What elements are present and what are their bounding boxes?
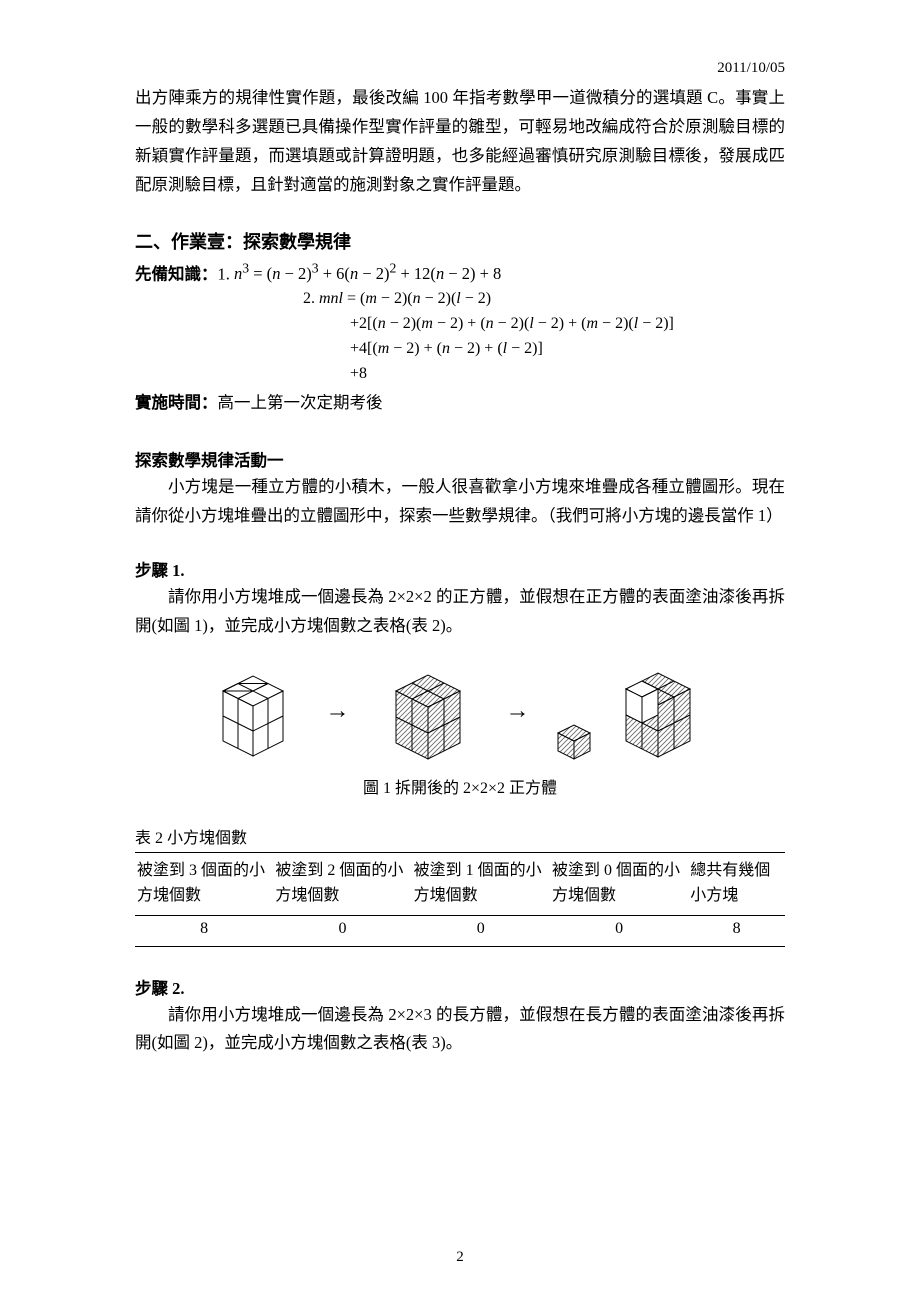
arrow-icon: → (506, 698, 530, 725)
table-row: 8 0 0 0 8 (135, 915, 785, 946)
section-2-heading: 二、作業壹：探索數學規律 (135, 228, 785, 254)
cube-shaded-icon (368, 659, 488, 764)
step1-heading: 步驟 1. (135, 557, 785, 581)
table-col-3faces: 被塗到 3 個面的小方塊個數 (135, 852, 273, 915)
intro-paragraph: 出方陣乘方的規律性實作題，最後改編 100 年指考數學甲一道微積分的選填題 C。… (135, 84, 785, 200)
table-cell: 0 (273, 915, 411, 946)
formula2-line2: +2[(n − 2)(m − 2) + (n − 2)(l − 2) + (m … (350, 312, 785, 337)
implementation-label: 實施時間： (135, 393, 218, 412)
figure-1-row: → → (135, 659, 785, 764)
prereq-label: 先備知識： (135, 264, 218, 283)
table-col-total: 總共有幾個小方塊 (688, 852, 785, 915)
formula1: n3 = (n − 2)3 + 6(n − 2)2 + 12(n − 2) + … (234, 264, 501, 283)
activity1-paragraph: 小方塊是一種立方體的小積木，一般人很喜歡拿小方塊來堆疊成各種立體圖形。現在請你從… (135, 473, 785, 531)
cube-plain-icon (198, 661, 308, 761)
prereq-line: 先備知識：1. n3 = (n − 2)3 + 6(n − 2)2 + 12(n… (135, 258, 785, 288)
formula2-line4: +8 (350, 362, 785, 387)
table2: 被塗到 3 個面的小方塊個數 被塗到 2 個面的小方塊個數 被塗到 1 個面的小… (135, 852, 785, 947)
formula2-line3: +4[(m − 2) + (n − 2) + (l − 2)] (350, 337, 785, 362)
table-cell: 8 (135, 915, 273, 946)
formula2-line1: 2. mnl = (m − 2)(n − 2)(l − 2) (303, 287, 785, 312)
page: 2011/10/05 出方陣乘方的規律性實作題，最後改編 100 年指考數學甲一… (0, 0, 920, 1302)
table-cell: 8 (688, 915, 785, 946)
step1-paragraph: 請你用小方塊堆成一個邊長為 2×2×2 的正方體，並假想在正方體的表面塗油漆後再… (135, 583, 785, 641)
arrow-icon: → (326, 698, 350, 725)
implementation-line: 實施時間：高一上第一次定期考後 (135, 389, 785, 418)
implementation-text: 高一上第一次定期考後 (218, 393, 383, 412)
table-cell: 0 (412, 915, 550, 946)
page-number: 2 (0, 1249, 920, 1266)
table-cell: 0 (550, 915, 688, 946)
table-col-1face: 被塗到 1 個面的小方塊個數 (412, 852, 550, 915)
figure-1-caption: 圖 1 拆開後的 2×2×2 正方體 (135, 774, 785, 798)
activity1-heading: 探索數學規律活動一 (135, 447, 785, 471)
cube-split-icon (548, 659, 723, 764)
step2-heading: 步驟 2. (135, 975, 785, 999)
table-col-2faces: 被塗到 2 個面的小方塊個數 (273, 852, 411, 915)
table-col-0face: 被塗到 0 個面的小方塊個數 (550, 852, 688, 915)
formula1-lead: 1. (218, 264, 235, 283)
header-date: 2011/10/05 (717, 60, 785, 77)
table-header-row: 被塗到 3 個面的小方塊個數 被塗到 2 個面的小方塊個數 被塗到 1 個面的小… (135, 852, 785, 915)
table2-label: 表 2 小方塊個數 (135, 824, 785, 848)
step2-paragraph: 請你用小方塊堆成一個邊長為 2×2×3 的長方體，並假想在長方體的表面塗油漆後再… (135, 1001, 785, 1059)
